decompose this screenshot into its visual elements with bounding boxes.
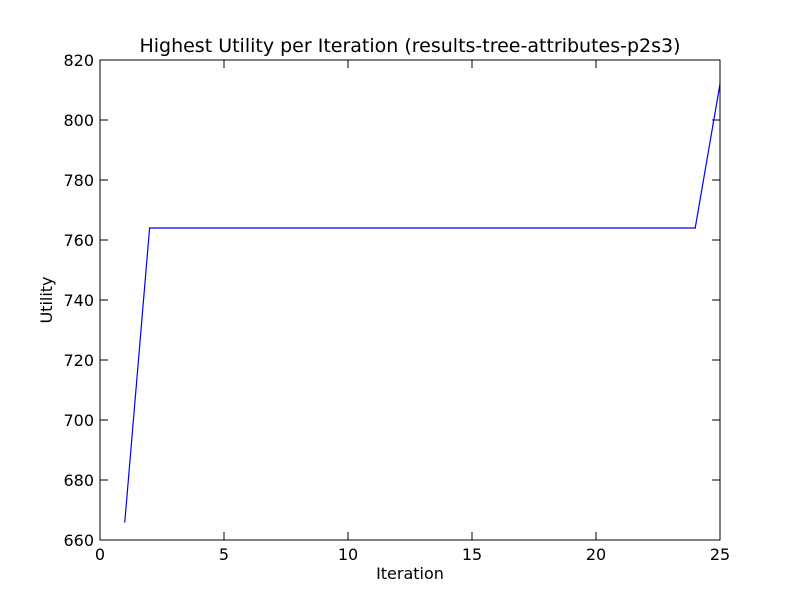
y-axis-label: Utility (37, 276, 56, 323)
plot-frame (99, 59, 721, 541)
y-tick-label: 780 (63, 171, 94, 190)
data-point (694, 227, 696, 229)
data-point (297, 227, 299, 229)
data-point (471, 227, 473, 229)
data-point (446, 227, 448, 229)
data-point (669, 227, 672, 229)
y-tick-label: 740 (63, 291, 94, 310)
data-point (173, 227, 175, 229)
chart-title: Highest Utility per Iteration (results-t… (139, 35, 680, 57)
data-point (322, 227, 324, 229)
x-tick-label: 10 (338, 545, 358, 564)
data-point (645, 227, 647, 229)
y-tick-label: 700 (63, 411, 94, 430)
y-tick-label: 760 (63, 231, 94, 250)
y-tick-label: 680 (63, 471, 94, 490)
x-tick-label: 0 (95, 545, 105, 564)
y-tick-label: 720 (63, 351, 94, 370)
plot-area (100, 60, 720, 540)
data-point (496, 227, 498, 229)
x-tick-label: 25 (710, 545, 730, 564)
data-point (124, 521, 126, 523)
data-point (198, 227, 200, 229)
data-point (421, 227, 423, 229)
x-tick-label: 20 (586, 545, 606, 564)
x-tick-label: 15 (462, 545, 482, 564)
tick-labels-layer: 0 5 10 15 20 25 660 680 700 720 740 760 780 800 820 (63, 51, 730, 564)
data-point (248, 227, 250, 229)
data-point (570, 227, 572, 229)
data-point (595, 227, 597, 229)
y-tick-label: 660 (63, 531, 94, 550)
data-point (223, 227, 225, 229)
x-tick-label: 5 (219, 545, 229, 564)
y-tick-label: 800 (63, 111, 94, 130)
data-point (149, 227, 151, 229)
data-point (521, 227, 523, 229)
x-axis-label: Iteration (376, 564, 444, 583)
data-point (372, 227, 374, 229)
data-point (545, 227, 548, 229)
data-point (347, 227, 349, 229)
y-tick-label: 820 (63, 51, 94, 70)
data-point (273, 227, 275, 229)
data-point (397, 227, 399, 229)
data-point (620, 227, 622, 229)
